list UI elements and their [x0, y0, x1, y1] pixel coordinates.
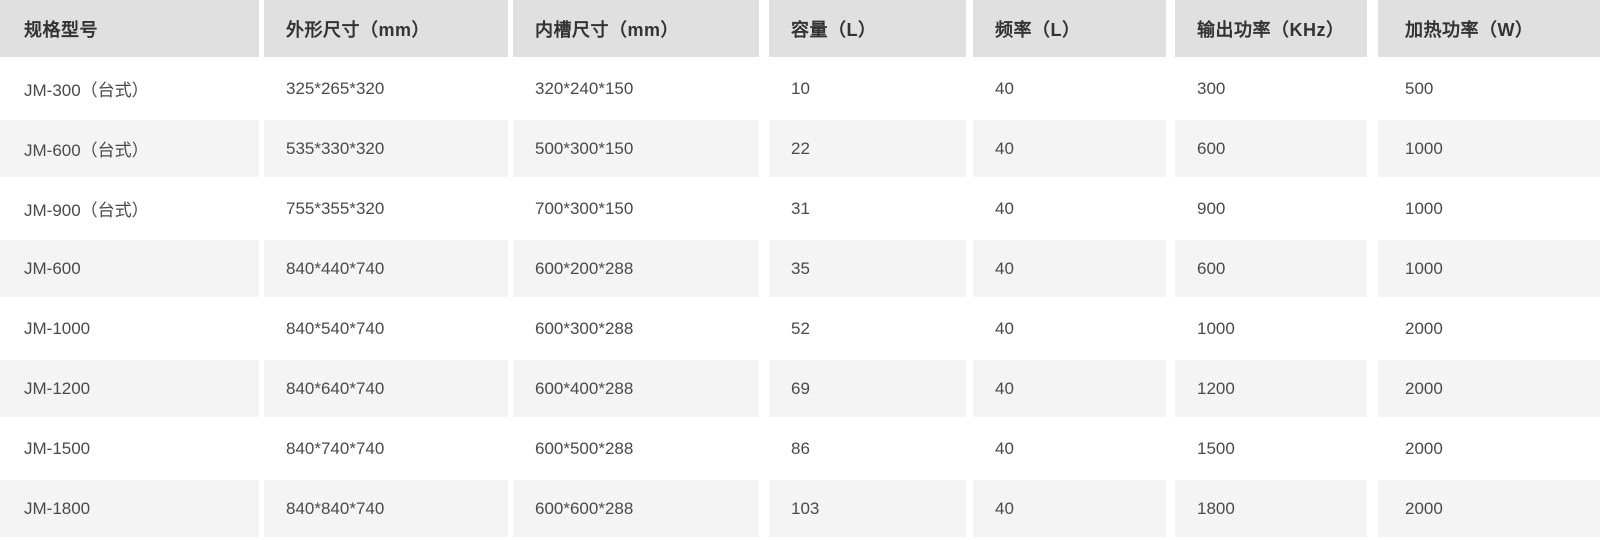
- table-cell: 103: [769, 480, 973, 540]
- column-header: 外形尺寸（mm）: [264, 0, 513, 60]
- table-cell: 69: [769, 360, 973, 420]
- table-cell: 10: [769, 60, 973, 120]
- table-cell: 1500: [1175, 420, 1378, 480]
- table-row: JM-600 840*440*740 600*200*288 35 40 600 1000: [0, 240, 1600, 300]
- table-cell: 2000: [1378, 480, 1600, 540]
- table-row: JM-600（台式） 535*330*320 500*300*150 22 40 600 1…: [0, 120, 1600, 180]
- table-cell: 1200: [1175, 360, 1378, 420]
- table-row: JM-300（台式） 325*265*320 320*240*150 10 40 300 5…: [0, 60, 1600, 120]
- table-cell: 840*540*740: [264, 300, 513, 360]
- table-cell: 40: [973, 120, 1175, 180]
- table-cell: 320*240*150: [513, 60, 769, 120]
- table-cell: 840*640*740: [264, 360, 513, 420]
- table-cell: 40: [973, 300, 1175, 360]
- table-cell: 600: [1175, 120, 1378, 180]
- table-cell: 1000: [1378, 120, 1600, 180]
- model-cell: JM-1200: [0, 360, 264, 420]
- table-cell: 840*840*740: [264, 480, 513, 540]
- model-cell: JM-600: [0, 240, 264, 300]
- table-cell: 40: [973, 360, 1175, 420]
- model-cell: JM-1500: [0, 420, 264, 480]
- table-cell: 35: [769, 240, 973, 300]
- table-cell: 600*400*288: [513, 360, 769, 420]
- model-cell: JM-600（台式）: [0, 120, 264, 180]
- table-row: JM-1500 840*740*740 600*500*288 86 40 1500 200…: [0, 420, 1600, 480]
- model-cell: JM-900（台式）: [0, 180, 264, 240]
- table-cell: 900: [1175, 180, 1378, 240]
- table-cell: 22: [769, 120, 973, 180]
- table-cell: 2000: [1378, 360, 1600, 420]
- table-cell: 1000: [1175, 300, 1378, 360]
- table-cell: 600*300*288: [513, 300, 769, 360]
- table-cell: 325*265*320: [264, 60, 513, 120]
- model-cell: JM-1800: [0, 480, 264, 540]
- table-cell: 40: [973, 420, 1175, 480]
- table-cell: 2000: [1378, 420, 1600, 480]
- table-cell: 1000: [1378, 180, 1600, 240]
- table-cell: 755*355*320: [264, 180, 513, 240]
- table-cell: 1800: [1175, 480, 1378, 540]
- table-row: JM-900（台式） 755*355*320 700*300*150 31 40 900 1…: [0, 180, 1600, 240]
- table-cell: 840*440*740: [264, 240, 513, 300]
- column-header: 加热功率（W）: [1378, 0, 1600, 60]
- column-header: 频率（L）: [973, 0, 1175, 60]
- table-header-row: 规格型号 外形尺寸（mm） 内槽尺寸（mm） 容量（L） 频率（L） 输出功率（KHz）加…: [0, 0, 1600, 60]
- table-cell: 40: [973, 180, 1175, 240]
- table-cell: 40: [973, 60, 1175, 120]
- table-cell: 840*740*740: [264, 420, 513, 480]
- table-cell: 86: [769, 420, 973, 480]
- table-cell: 600*600*288: [513, 480, 769, 540]
- table-cell: 700*300*150: [513, 180, 769, 240]
- table-cell: 40: [973, 240, 1175, 300]
- table-cell: 1000: [1378, 240, 1600, 300]
- table-cell: 500*300*150: [513, 120, 769, 180]
- table-cell: 52: [769, 300, 973, 360]
- table-cell: 40: [973, 480, 1175, 540]
- table-cell: 2000: [1378, 300, 1600, 360]
- column-header: 规格型号: [0, 0, 264, 60]
- table-cell: 535*330*320: [264, 120, 513, 180]
- table-row: JM-1800 840*840*740 600*600*288 103 40 1800 20…: [0, 480, 1600, 540]
- table-cell: 500: [1378, 60, 1600, 120]
- column-header: 输出功率（KHz）: [1175, 0, 1378, 60]
- table-cell: 31: [769, 180, 973, 240]
- table-row: JM-1200 840*640*740 600*400*288 69 40 1200 200…: [0, 360, 1600, 420]
- table-cell: 300: [1175, 60, 1378, 120]
- table-row: JM-1000 840*540*740 600*300*288 52 40 1000 200…: [0, 300, 1600, 360]
- table-cell: 600*200*288: [513, 240, 769, 300]
- table-cell: 600*500*288: [513, 420, 769, 480]
- model-cell: JM-1000: [0, 300, 264, 360]
- model-cell: JM-300（台式）: [0, 60, 264, 120]
- column-header: 容量（L）: [769, 0, 973, 60]
- column-header: 内槽尺寸（mm）: [513, 0, 769, 60]
- table-cell: 600: [1175, 240, 1378, 300]
